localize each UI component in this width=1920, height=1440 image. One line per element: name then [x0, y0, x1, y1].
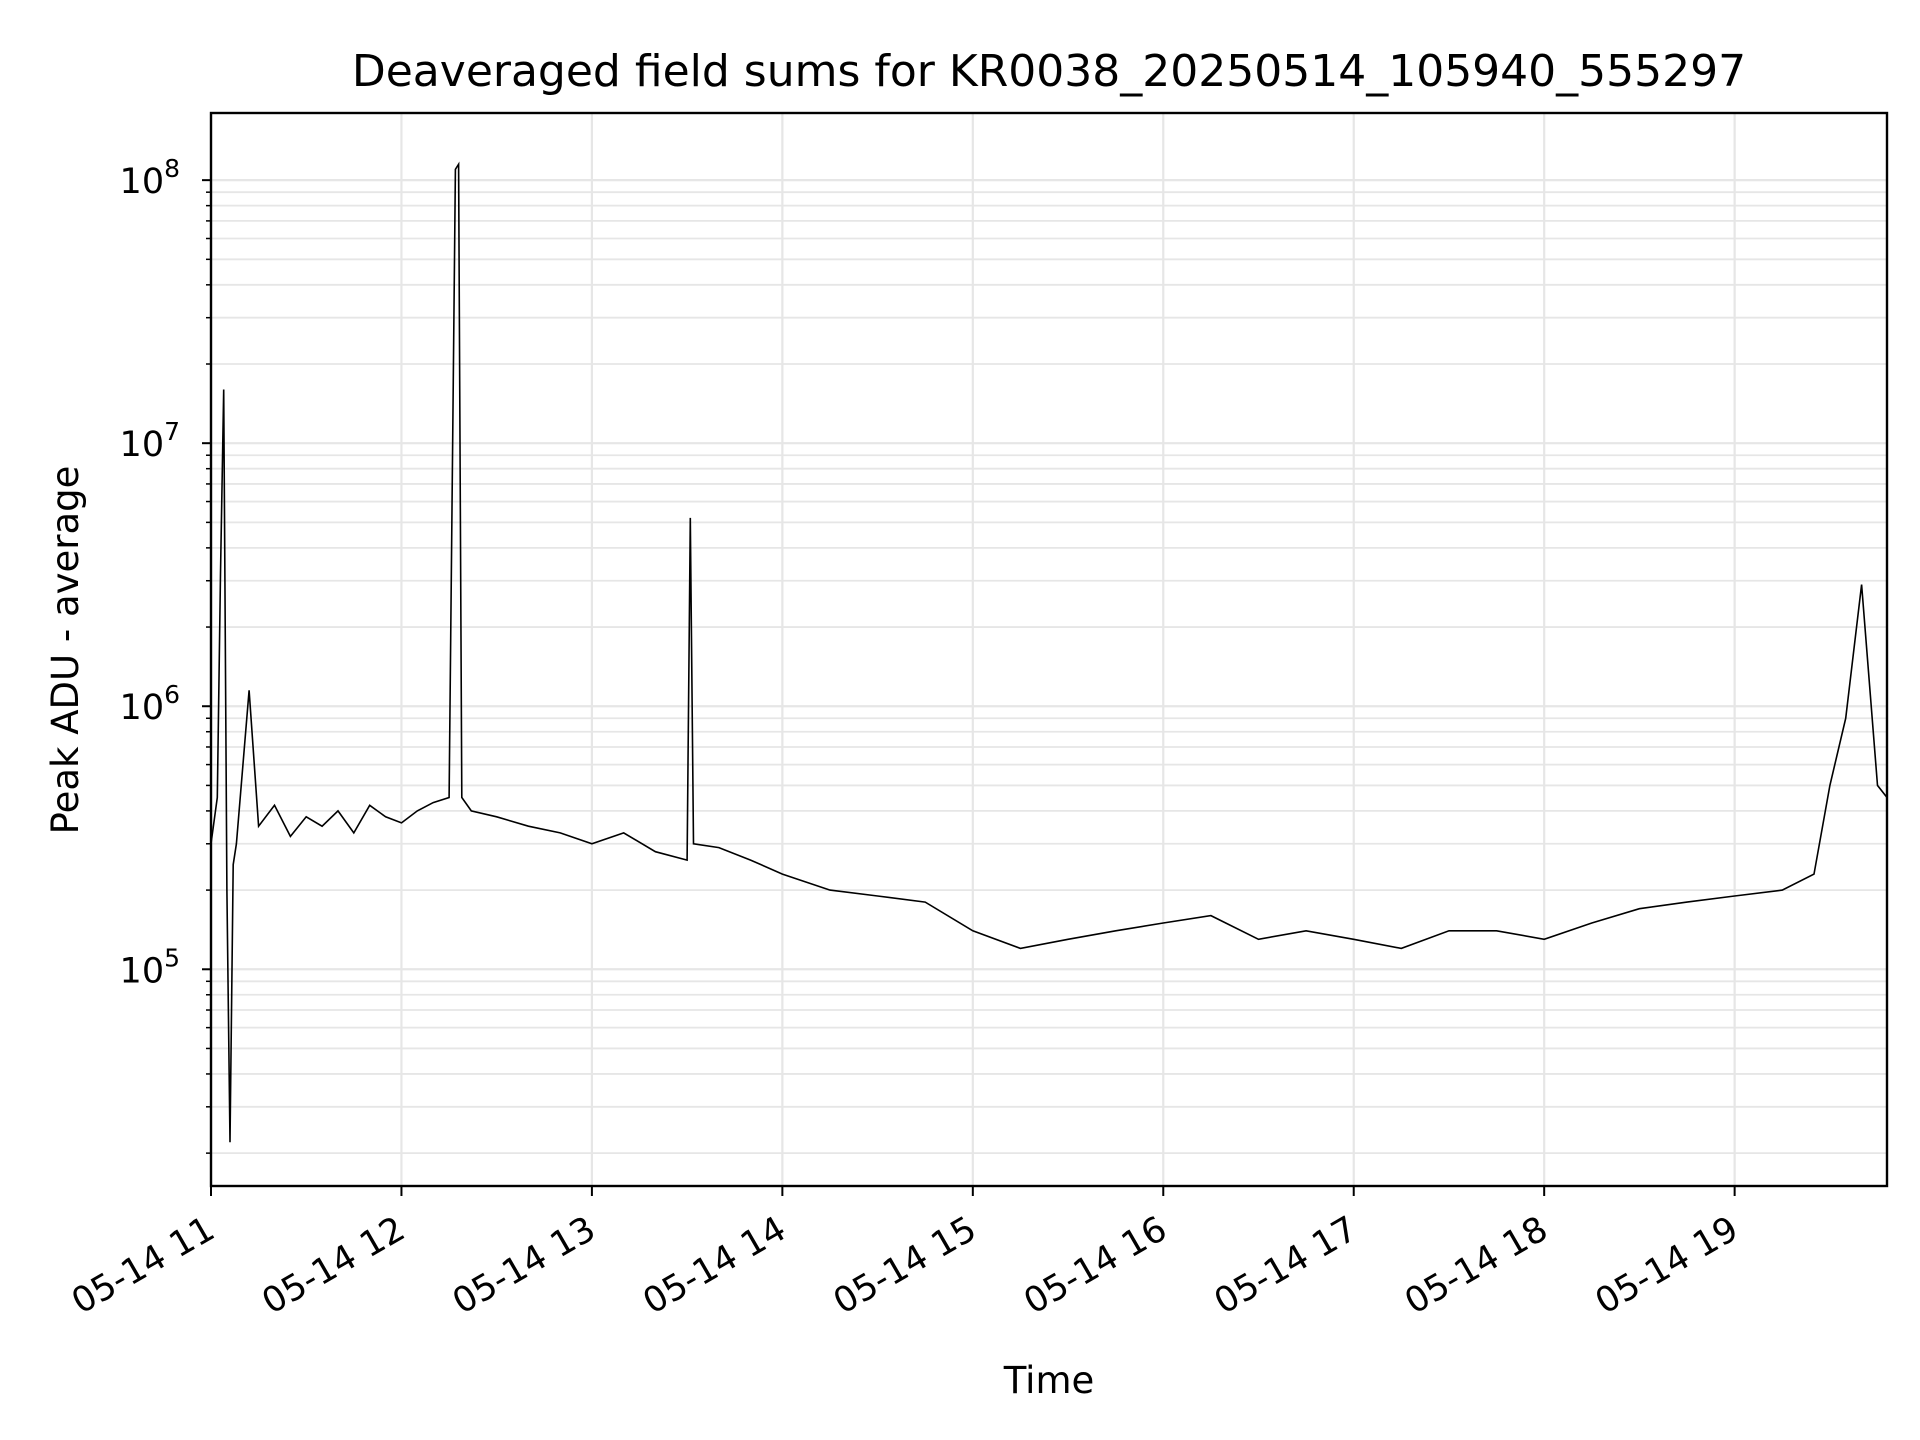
grid: [209, 113, 1887, 1186]
y-tick-label: 106: [120, 680, 180, 728]
x-axis-label: Time: [1003, 1359, 1095, 1402]
series-line: [210, 161, 1888, 1143]
chart-title: Deaveraged field sums for KR0038_2025051…: [352, 46, 1746, 97]
y-axis-label: Peak ADU - average: [44, 466, 87, 835]
y-tick-label: 105: [120, 943, 180, 991]
plot-frame: [209, 111, 1889, 1188]
data-layer: [210, 161, 1888, 1143]
y-tick-label: 107: [120, 417, 180, 465]
y-tick-label: 108: [120, 154, 180, 202]
